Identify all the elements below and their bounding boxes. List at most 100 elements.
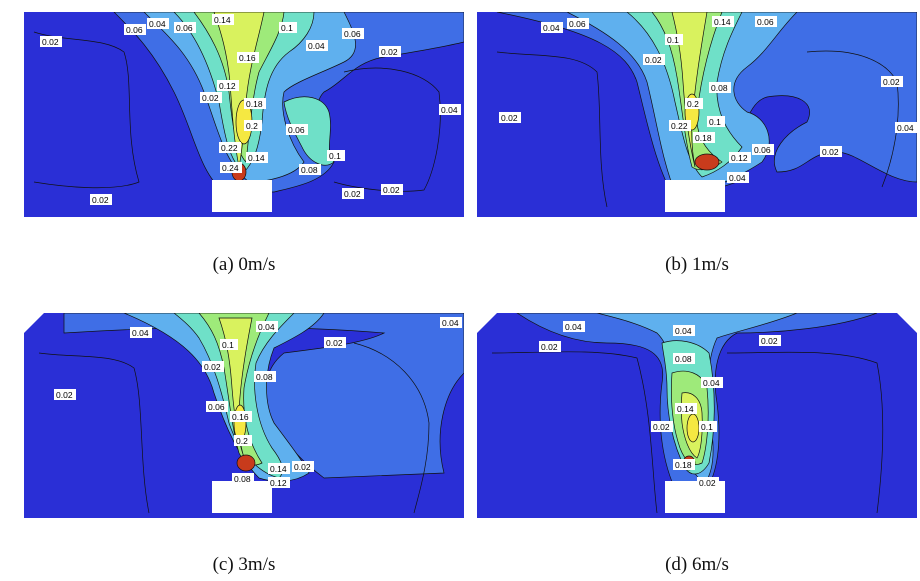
contour-plot-d: 0.04 0.02 0.04 0.02 0.08 0.04 0.14 0.1 0… [477, 313, 917, 518]
contour-label: 0.12 [268, 477, 290, 488]
svg-text:0.1: 0.1 [222, 340, 234, 350]
contour-label: 0.08 [673, 353, 695, 364]
contour-label: 0.02 [379, 46, 401, 57]
svg-text:0.04: 0.04 [543, 23, 560, 33]
svg-text:0.14: 0.14 [714, 17, 731, 27]
contour-label: 0.08 [709, 82, 731, 93]
svg-text:0.04: 0.04 [897, 123, 914, 133]
svg-text:0.2: 0.2 [236, 436, 248, 446]
svg-text:0.06: 0.06 [569, 19, 586, 29]
svg-text:0.04: 0.04 [308, 41, 325, 51]
svg-text:0.02: 0.02 [56, 390, 73, 400]
svg-text:0.14: 0.14 [248, 153, 265, 163]
contour-label: 0.14 [246, 152, 268, 163]
contour-label: 0.02 [202, 361, 224, 372]
contour-label: 0.02 [324, 337, 346, 348]
contour-plot-c: 0.04 0.04 0.02 0.04 0.02 0.1 0.08 0.06 0… [24, 313, 464, 518]
svg-text:0.02: 0.02 [92, 195, 109, 205]
svg-text:0.04: 0.04 [442, 318, 459, 328]
svg-text:0.02: 0.02 [202, 93, 219, 103]
contour-label: 0.12 [729, 152, 751, 163]
svg-text:0.06: 0.06 [344, 29, 361, 39]
caption-c: (c) 3m/s [212, 554, 276, 575]
contour-line-right [353, 342, 430, 514]
contour-label: 0.14 [268, 463, 290, 474]
contour-label: 0.02 [820, 146, 842, 157]
svg-text:0.04: 0.04 [729, 173, 746, 183]
contour-label: 0.06 [755, 16, 777, 27]
svg-text:0.02: 0.02 [381, 47, 398, 57]
svg-text:0.14: 0.14 [270, 464, 287, 474]
svg-text:0.2: 0.2 [687, 99, 699, 109]
contour-label: 0.02 [881, 76, 903, 87]
svg-text:0.22: 0.22 [671, 121, 688, 131]
contour-label: 0.1 [279, 22, 297, 33]
contour-label: 0.02 [40, 36, 62, 47]
svg-text:0.1: 0.1 [281, 23, 293, 33]
contour-label: 0.02 [90, 194, 112, 205]
svg-text:0.1: 0.1 [709, 117, 721, 127]
contour-line-left [38, 352, 150, 514]
contour-label: 0.1 [665, 34, 683, 45]
contour-label: 0.24 [220, 162, 242, 173]
contour-label: 0.04 [563, 321, 585, 332]
contour-label: 0.06 [124, 24, 146, 35]
contour-label: 0.04 [895, 122, 917, 133]
contour-line-left [491, 351, 658, 514]
contour-label: 0.02 [292, 461, 314, 472]
svg-text:0.02: 0.02 [761, 336, 778, 346]
contour-labels: 0.02 0.04 0.06 0.1 0.14 0.16 0.12 0.18 0… [40, 14, 461, 205]
contour-label: 0.08 [299, 164, 321, 175]
contour-label: 0.06 [206, 401, 228, 412]
contour-label: 0.04 [439, 104, 461, 115]
contour-label: 0.22 [219, 142, 241, 153]
contour-label: 0.02 [539, 341, 561, 352]
contour-label: 0.04 [130, 327, 152, 338]
contour-label: 0.14 [712, 16, 734, 27]
svg-text:0.18: 0.18 [695, 133, 712, 143]
svg-text:0.1: 0.1 [329, 151, 341, 161]
svg-text:0.12: 0.12 [731, 153, 748, 163]
hot-core [694, 153, 720, 171]
contour-label: 0.04 [306, 40, 328, 51]
contour-label: 0.06 [752, 144, 774, 155]
contour-label: 0.06 [286, 124, 308, 135]
obstacle-block [212, 481, 272, 513]
contour-label: 0.08 [232, 473, 254, 484]
contour-label: 0.04 [727, 172, 749, 183]
svg-text:0.08: 0.08 [711, 83, 728, 93]
contour-label: 0.04 [673, 325, 695, 336]
svg-text:0.18: 0.18 [246, 99, 263, 109]
svg-text:0.04: 0.04 [441, 105, 458, 115]
contour-label: 0.02 [651, 421, 673, 432]
svg-text:0.04: 0.04 [149, 19, 166, 29]
contour-label: 0.12 [217, 80, 239, 91]
contour-band-6 [686, 413, 700, 443]
svg-text:0.02: 0.02 [383, 185, 400, 195]
svg-text:0.02: 0.02 [204, 362, 221, 372]
svg-text:0.24: 0.24 [222, 163, 239, 173]
contour-plot-a: 0.02 0.04 0.06 0.1 0.14 0.16 0.12 0.18 0… [24, 12, 464, 217]
svg-text:0.16: 0.16 [232, 412, 249, 422]
svg-text:0.06: 0.06 [754, 145, 771, 155]
svg-text:0.04: 0.04 [703, 378, 720, 388]
contour-label: 0.22 [669, 120, 691, 131]
panel-b: 0.04 0.06 0.14 0.06 0.02 0.1 0.2 0.22 0.… [477, 12, 917, 222]
svg-text:0.02: 0.02 [326, 338, 343, 348]
contour-labels: 0.04 0.02 0.04 0.02 0.08 0.04 0.14 0.1 0… [539, 321, 781, 488]
contour-label: 0.02 [54, 389, 76, 400]
svg-text:0.22: 0.22 [221, 143, 238, 153]
svg-text:0.1: 0.1 [667, 35, 679, 45]
contour-label: 0.02 [697, 477, 719, 488]
contour-label: 0.04 [147, 18, 169, 29]
contour-label: 0.02 [759, 335, 781, 346]
contour-line-right [726, 351, 884, 514]
svg-text:0.02: 0.02 [883, 77, 900, 87]
svg-text:0.08: 0.08 [234, 474, 251, 484]
svg-text:0.02: 0.02 [699, 478, 716, 488]
svg-text:0.02: 0.02 [344, 189, 361, 199]
contour-label: 0.16 [230, 411, 252, 422]
contour-label: 0.18 [693, 132, 715, 143]
contour-label: 0.2 [234, 435, 252, 446]
contour-label: 0.06 [342, 28, 364, 39]
